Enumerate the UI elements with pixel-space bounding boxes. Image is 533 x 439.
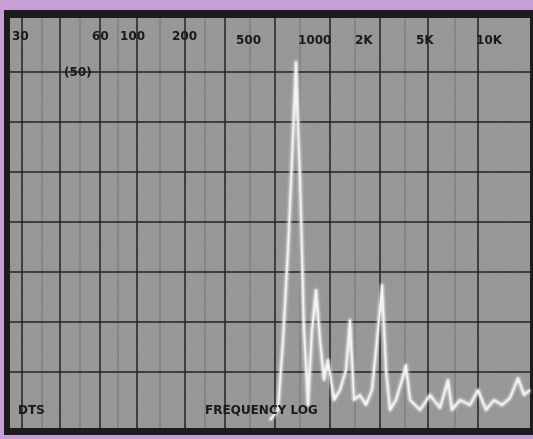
scale-label: 100 bbox=[120, 29, 145, 43]
scale-label: 30 bbox=[12, 29, 29, 43]
trace bbox=[268, 60, 531, 421]
scale-labels: 30 60 100 200 500 1000 2K 5K 10K (50) bbox=[12, 29, 503, 79]
scale-label: 60 bbox=[92, 29, 109, 43]
scale-label: 200 bbox=[172, 29, 197, 43]
scale-label: 1000 bbox=[298, 33, 331, 47]
footer-left: DTS bbox=[18, 403, 45, 417]
scale-label: 500 bbox=[236, 33, 261, 47]
scale-label: 2K bbox=[355, 33, 373, 47]
grid bbox=[10, 18, 530, 428]
footer-center: FREQUENCY LOG bbox=[205, 403, 318, 417]
scale-label: 5K bbox=[416, 33, 434, 47]
level-label: (50) bbox=[64, 65, 92, 79]
scale-label: 10K bbox=[476, 33, 503, 47]
